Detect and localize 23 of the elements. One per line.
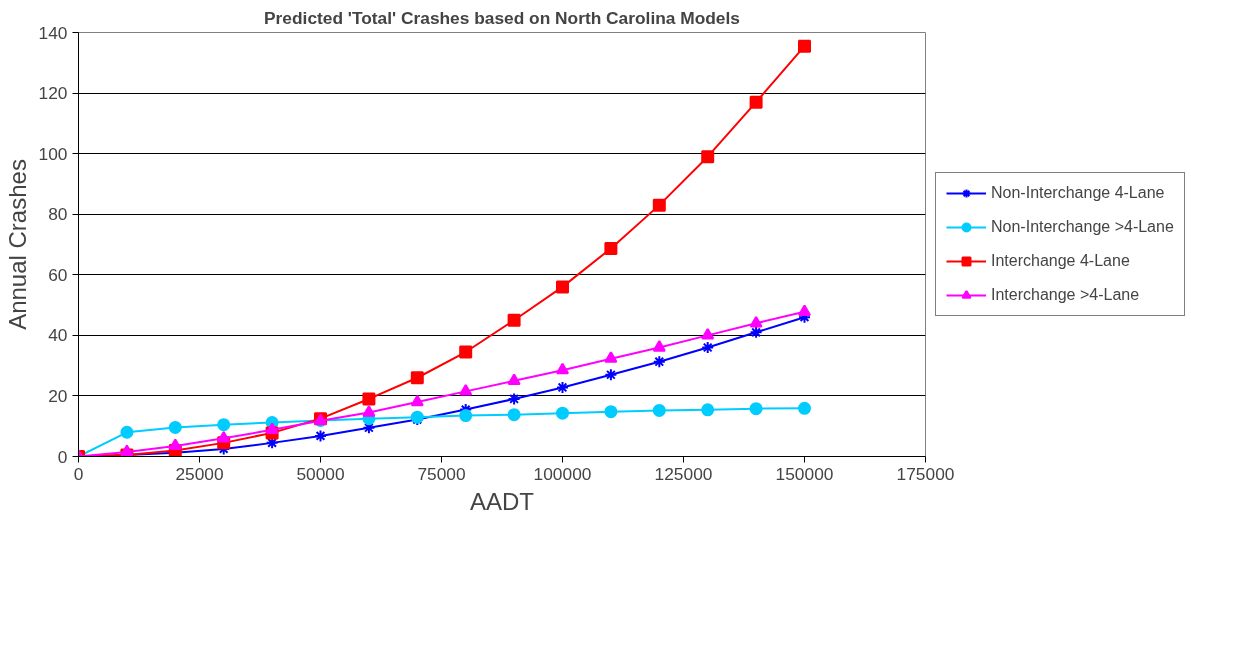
y-tick-label: 20	[48, 385, 68, 406]
x-tick-label: 100000	[533, 463, 592, 484]
y-tick-label: 120	[38, 83, 68, 104]
y-axis-title: Annual Crashes	[3, 159, 31, 330]
x-tick-label: 75000	[417, 463, 466, 484]
x-tick-label: 25000	[175, 463, 224, 484]
y-tick-label: 40	[48, 325, 68, 346]
chart-title: Predicted 'Total' Crashes based on North Carolina Models	[264, 7, 740, 28]
legend-label: Interchange 4-Lane	[991, 252, 1130, 270]
y-tick-label: 0	[57, 446, 68, 467]
x-tick-label: 0	[73, 463, 84, 484]
x-tick-label: 125000	[654, 463, 713, 484]
y-tick-label: 60	[48, 264, 68, 285]
x-axis-title: AADT	[470, 487, 535, 515]
legend-label: Interchange >4-Lane	[991, 286, 1140, 304]
x-tick-label: 175000	[896, 463, 955, 484]
y-tick-label: 140	[38, 22, 68, 43]
legend-label: Non-Interchange >4-Lane	[991, 218, 1174, 236]
x-tick-label: 150000	[775, 463, 834, 484]
legend-label: Non-Interchange 4-Lane	[991, 184, 1165, 202]
x-tick-label: 50000	[296, 463, 345, 484]
y-tick-label: 100	[38, 143, 68, 164]
y-tick-label: 80	[48, 204, 68, 225]
